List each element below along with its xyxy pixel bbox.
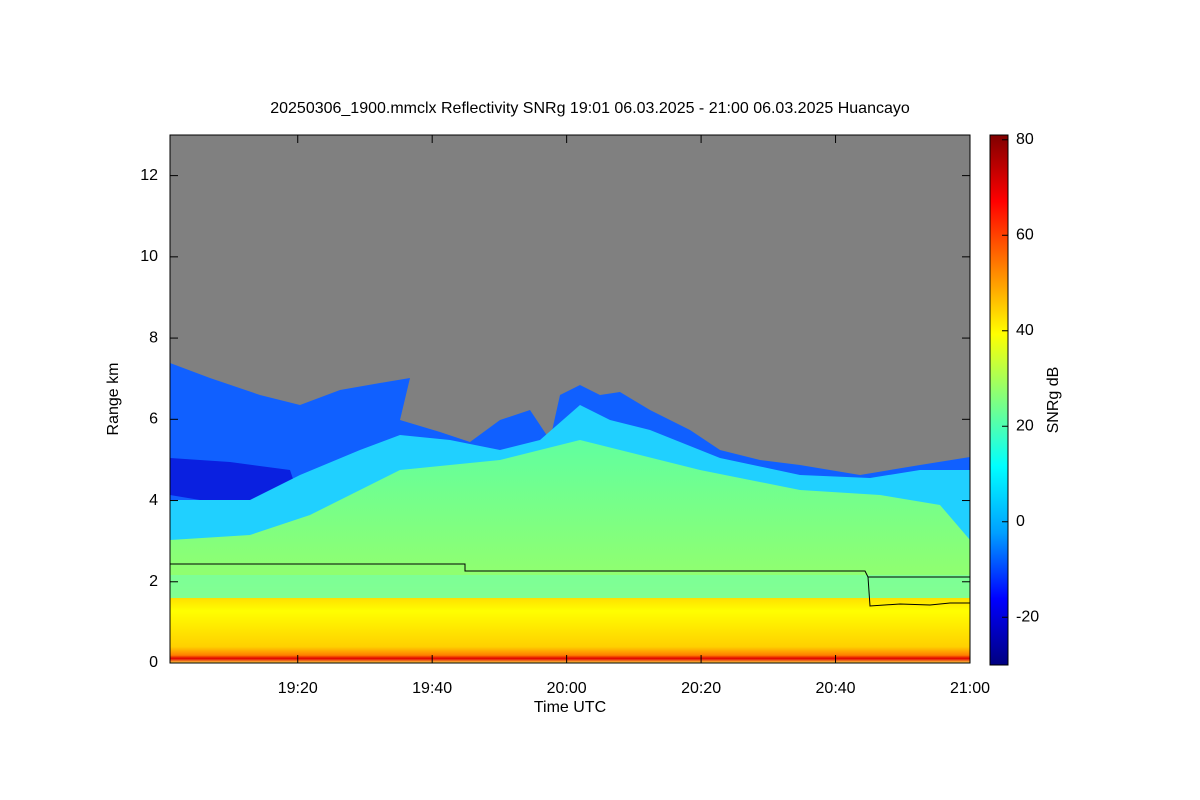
y-tick-label: 6 (149, 411, 158, 428)
y-tick-label: 2 (149, 573, 158, 590)
x-tick-label: 19:40 (412, 680, 452, 697)
y-tick-label: 10 (140, 248, 158, 265)
x-tick-label: 20:20 (681, 680, 721, 697)
cloud-base-line (170, 563, 970, 578)
colorbar-tick-label: 60 (1016, 226, 1034, 243)
colorbar-label: SNRg dB (1045, 367, 1062, 434)
radar-field (170, 135, 970, 663)
colorbar (989, 134, 1009, 666)
colorbar-tick-label: 20 (1016, 417, 1034, 434)
x-tick-label: 19:20 (278, 680, 318, 697)
y-tick-label: 8 (149, 329, 158, 346)
x-tick-label: 21:00 (950, 680, 990, 697)
colorbar-tick-label: -20 (1016, 608, 1039, 625)
x-axis-label: Time UTC (534, 699, 606, 716)
cloud-cyan-low (170, 575, 970, 600)
plot-frame (169, 134, 971, 664)
colorbar-tick-label: 40 (1016, 322, 1034, 339)
chart-title: 20250306_1900.mmclx Reflectivity SNRg 19… (270, 100, 910, 117)
bottom-band (170, 598, 970, 663)
y-tick-label: 0 (149, 654, 158, 671)
y-tick-label: 12 (140, 167, 158, 184)
colorbar-tick-label: 80 (1016, 131, 1034, 148)
cloud-base-line-low (867, 576, 970, 607)
x-tick-label: 20:40 (816, 680, 856, 697)
x-tick-label: 20:00 (547, 680, 587, 697)
y-tick-label: 4 (149, 492, 158, 509)
colorbar-tick-label: 0 (1016, 513, 1025, 530)
y-axis-label: Range km (105, 363, 122, 436)
